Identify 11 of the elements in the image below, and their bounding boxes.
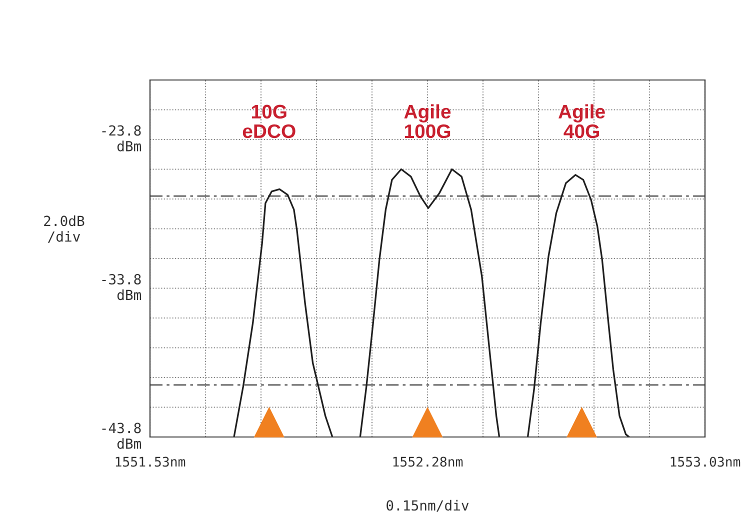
y-axis-title: 2.0dB /div [44,215,84,243]
annotation: Agile 100G [404,104,451,138]
y-tick-label: -23.8 dBm [102,125,142,152]
x-tick-label: 1553.03nm [670,456,740,467]
x-tick-label: 1551.53nm [116,456,186,467]
annotation: 10G eDCO [242,104,296,138]
x-axis-title: 0.15nm/div [386,500,469,512]
annotation: Agile 40G [558,104,605,138]
y-tick-label: -43.8 dBm [102,422,142,449]
x-tick-label: 1552.28nm [393,456,463,467]
y-tick-label: -33.8 dBm [102,274,142,300]
